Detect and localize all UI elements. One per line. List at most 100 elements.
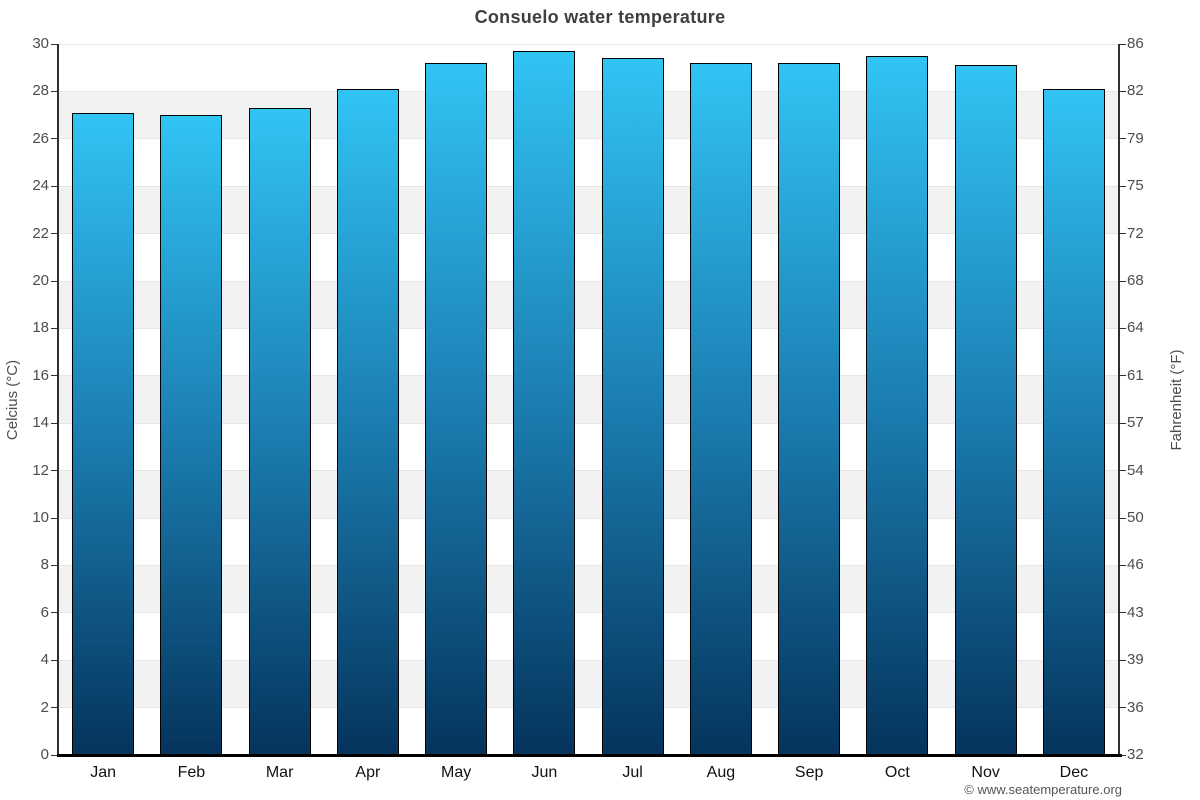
plot-band [59,612,1118,661]
plot-band [59,470,1118,518]
bar-jul[interactable] [601,58,664,755]
y-axis-label-celsius-28: 28 [32,82,49,100]
y-axis-label-fahrenheit-57: 57 [1127,414,1144,432]
bar-mar[interactable] [248,107,311,755]
y-axis-title-celsius: Celcius (°C) [4,359,21,441]
gridline [59,327,1118,329]
y-axis-label-celsius-26: 26 [32,129,49,147]
y-axis-label-celsius-16: 16 [32,366,49,384]
plot-band [59,233,1118,281]
x-axis-label-sep: Sep [794,764,824,781]
y-axis-label-celsius-6: 6 [40,603,49,621]
y-axis-label-fahrenheit-75: 75 [1127,177,1144,195]
plot-band [59,707,1118,755]
x-axis-label-aug: Aug [706,764,736,781]
y-axis-label-celsius-14: 14 [32,414,49,432]
y-axis-label-celsius-22: 22 [32,224,49,242]
y-axis-label-fahrenheit-68: 68 [1127,272,1144,289]
bar-may[interactable] [425,62,488,755]
y-axis-tick-right [1120,375,1126,377]
y-axis-tick-left [51,185,57,187]
bar-jun[interactable] [513,51,576,755]
y-axis-title-fahrenheit: Fahrenheit (°F) [1168,349,1185,451]
y-axis-tick-right [1120,233,1126,235]
y-axis-tick-left [51,280,57,282]
y-axis-tick-left [51,564,57,566]
gridline [59,659,1118,661]
x-axis-line [57,754,1122,757]
copyright-link[interactable]: © www.seatemperature.org [964,782,1122,797]
y-axis-label-celsius-30: 30 [32,35,49,52]
y-axis-label-fahrenheit-50: 50 [1127,509,1144,526]
y-axis-tick-right [1120,659,1126,661]
y-axis-label-celsius-4: 4 [40,651,49,669]
y-axis-label-fahrenheit-64: 64 [1127,319,1144,337]
gridline [59,564,1118,566]
y-axis-tick-left [51,612,57,614]
y-axis-tick-left [51,138,57,140]
y-axis-label-fahrenheit-43: 43 [1127,603,1144,621]
y-axis-tick-right [1120,517,1126,519]
gridline [59,470,1118,472]
x-axis-label-may: May [441,764,472,781]
y-axis-label-celsius-2: 2 [40,698,49,716]
y-axis-tick-right [1120,564,1126,566]
plot-band [59,328,1118,376]
bar-aug[interactable] [689,62,752,755]
y-axis-label-fahrenheit-82: 82 [1127,82,1144,100]
y-axis-tick-right [1120,422,1126,424]
gridline [59,422,1118,424]
gridline [59,90,1118,92]
y-axis-tick-left [51,659,57,661]
y-axis-tick-right [1120,707,1126,709]
y-axis-tick-right [1120,185,1126,187]
gridline [59,517,1118,519]
bar-apr[interactable] [336,89,399,755]
y-axis-tick-left [51,375,57,377]
plot-band [59,281,1118,329]
y-axis-label-celsius-10: 10 [32,509,49,526]
gridline [59,375,1118,377]
y-axis-label-fahrenheit-86: 86 [1127,35,1144,52]
y-axis-label-celsius-12: 12 [32,461,49,479]
gridline [59,612,1118,614]
plot-band [59,660,1118,708]
y-axis-tick-left [51,470,57,472]
y-axis-tick-right [1120,612,1126,614]
plot-band [59,565,1118,613]
x-axis-label-feb: Feb [177,764,206,781]
x-axis-label-dec: Dec [1059,764,1089,781]
gridline [59,43,1118,45]
bar-nov[interactable] [954,65,1017,755]
plot-band [59,518,1118,566]
y-axis-label-fahrenheit-54: 54 [1127,461,1144,479]
bar-feb[interactable] [160,115,223,755]
y-axis-tick-right [1120,43,1126,45]
y-axis-label-fahrenheit-72: 72 [1127,224,1144,242]
y-axis-label-fahrenheit-61: 61 [1127,366,1144,384]
plot-band [59,91,1118,139]
y-axis-label-fahrenheit-79: 79 [1127,129,1144,147]
x-axis-label-jul: Jul [622,764,643,781]
gridline [59,707,1118,709]
y-axis-tick-left [51,422,57,424]
gridline [59,233,1118,235]
bar-dec[interactable] [1042,89,1105,755]
y-axis-label-fahrenheit-39: 39 [1127,651,1144,669]
y-axis-tick-right [1120,327,1126,329]
y-axis-label-celsius-8: 8 [40,556,49,574]
y-axis-label-celsius-20: 20 [32,272,49,289]
y-axis-tick-left [51,517,57,519]
plot-band [59,44,1118,92]
chart-title: Consuelo water temperature [474,7,726,27]
x-axis-label-nov: Nov [971,764,1000,781]
bar-oct[interactable] [866,55,929,755]
gridline [59,138,1118,140]
y-axis-label-celsius-18: 18 [32,319,49,337]
y-axis-label-celsius-0: 0 [40,746,49,763]
bar-sep[interactable] [778,62,841,755]
bar-jan[interactable] [72,112,135,755]
y-axis-tick-right [1120,280,1126,282]
y-axis-tick-right [1120,470,1126,472]
